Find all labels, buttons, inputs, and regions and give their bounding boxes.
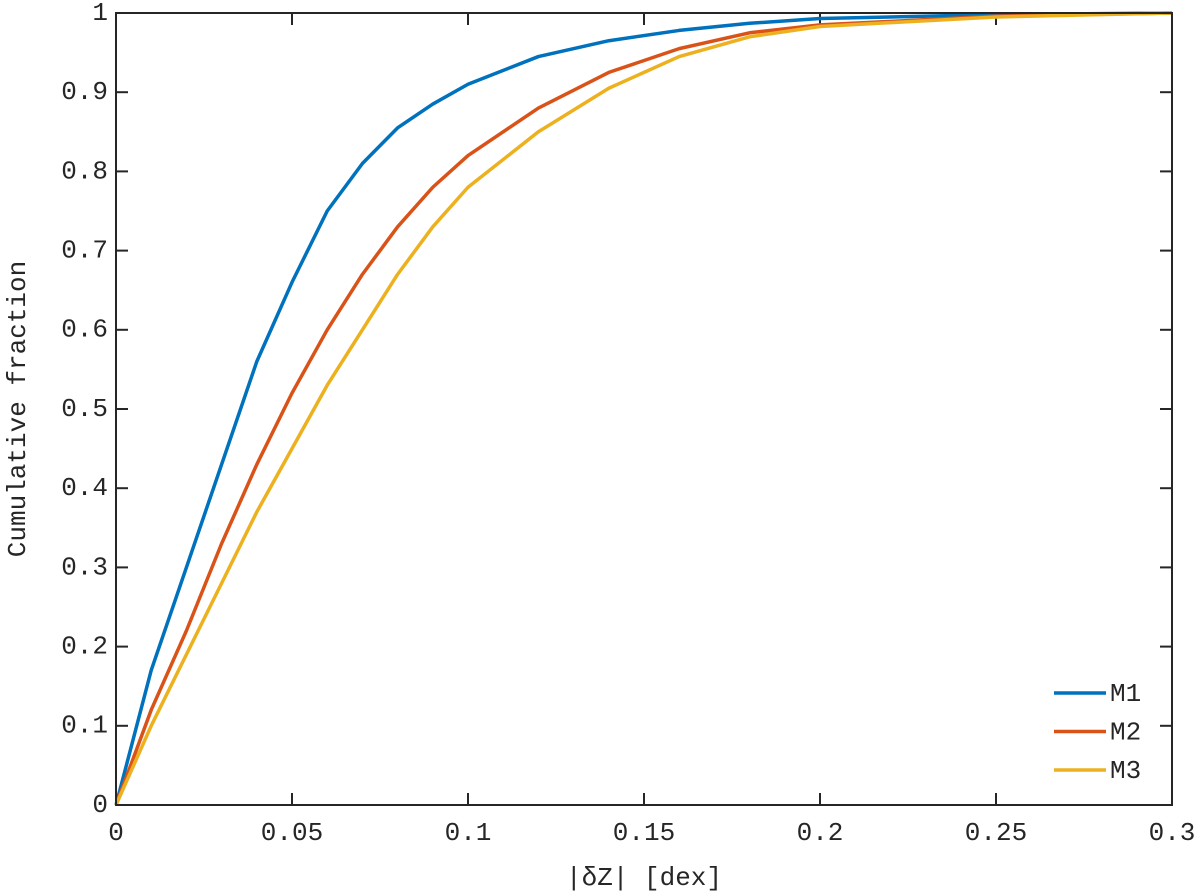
legend-label: M1 <box>1110 679 1141 709</box>
series-line <box>114 11 1173 806</box>
y-tick-label: 1 <box>92 0 108 28</box>
x-tick-label: 0.2 <box>797 818 844 848</box>
x-tick-label: 0.25 <box>965 818 1027 848</box>
y-tick-label: 0.1 <box>61 711 108 741</box>
x-axis-label: |δZ| [dex] <box>566 863 722 893</box>
y-tick-label: 0.9 <box>61 77 108 107</box>
y-tick-label: 0.4 <box>61 473 108 503</box>
y-tick-label: 0 <box>92 790 108 820</box>
series-line <box>114 11 1173 806</box>
y-tick-label: 0.7 <box>61 235 108 265</box>
y-tick-label: 0.3 <box>61 552 108 582</box>
legend-label: M3 <box>1110 756 1141 786</box>
y-tick-label: 0.8 <box>61 156 108 186</box>
y-axis-label: Cumulative fraction <box>3 261 33 557</box>
x-tick-label: 0.3 <box>1149 818 1196 848</box>
plot-frame <box>115 12 1173 806</box>
x-tick-label: 0.15 <box>613 818 675 848</box>
x-tick-label: 0 <box>108 818 124 848</box>
y-tick-label: 0.5 <box>61 394 108 424</box>
x-tick-label: 0.1 <box>445 818 492 848</box>
y-tick-label: 0.2 <box>61 631 108 661</box>
series-line <box>114 11 1173 806</box>
x-tick-label: 0.05 <box>261 818 323 848</box>
y-tick-label: 0.6 <box>61 315 108 345</box>
legend-label: M2 <box>1110 717 1141 747</box>
